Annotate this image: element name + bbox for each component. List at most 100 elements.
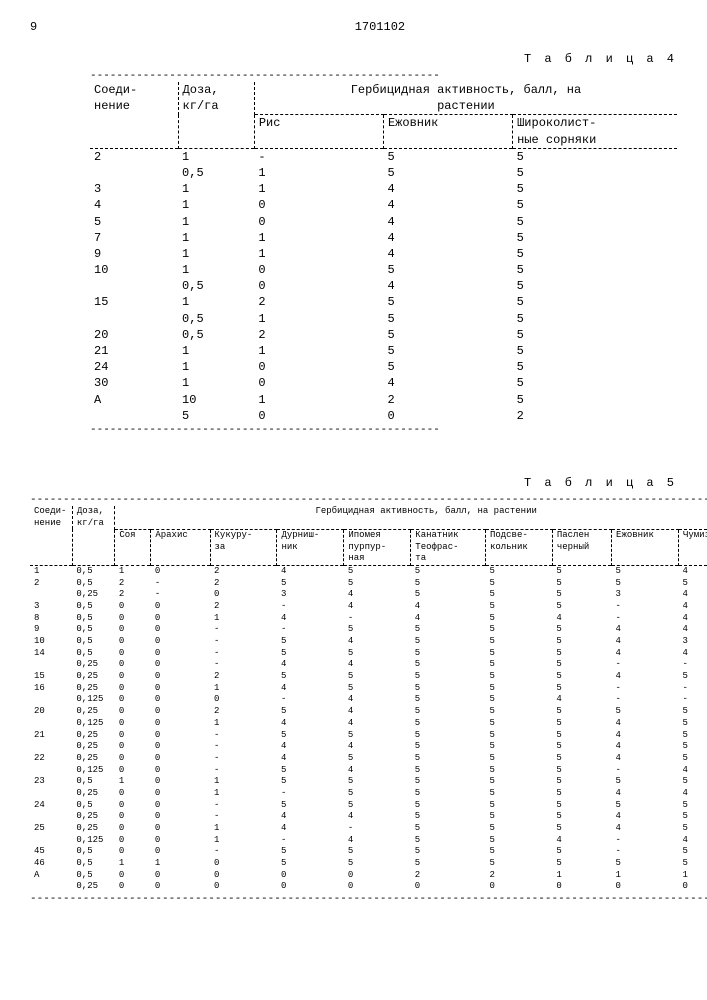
cell: 5 bbox=[344, 753, 411, 765]
cell: 1 bbox=[612, 870, 679, 882]
cell: 21 bbox=[30, 730, 72, 742]
cell: 8 bbox=[30, 613, 72, 625]
cell: 1 bbox=[178, 246, 254, 262]
cell: 5 bbox=[552, 648, 611, 660]
cell: 5 bbox=[485, 835, 552, 847]
cell: 4 bbox=[277, 613, 344, 625]
cell: 4 bbox=[344, 741, 411, 753]
cell: 4 bbox=[383, 197, 512, 213]
cell: 0,25 bbox=[72, 823, 114, 835]
cell: 5 bbox=[485, 578, 552, 590]
cell: 1 bbox=[254, 165, 383, 181]
cell: 5 bbox=[485, 671, 552, 683]
cell: 5 bbox=[485, 753, 552, 765]
cell: 0,5 bbox=[72, 636, 114, 648]
cell: 0 bbox=[151, 565, 210, 577]
cell: 5 bbox=[552, 741, 611, 753]
col-header: Арахис bbox=[151, 529, 210, 565]
cell: 0 bbox=[151, 765, 210, 777]
cell: 5 bbox=[411, 846, 486, 858]
cell: 0 bbox=[552, 881, 611, 893]
cell: 30 bbox=[90, 375, 178, 391]
cell: 5 bbox=[411, 765, 486, 777]
cell: 0,5 bbox=[72, 870, 114, 882]
cell: 4 bbox=[277, 718, 344, 730]
cell: 5 bbox=[411, 683, 486, 695]
cell: 0 bbox=[115, 788, 151, 800]
cell: 5 bbox=[344, 776, 411, 788]
cell: 5 bbox=[411, 788, 486, 800]
cell: 5 bbox=[485, 694, 552, 706]
cell: 0 bbox=[612, 881, 679, 893]
cell: 5 bbox=[277, 846, 344, 858]
cell: 0 bbox=[115, 846, 151, 858]
cell: 14 bbox=[30, 648, 72, 660]
cell: 5 bbox=[344, 578, 411, 590]
col-compound: Соеди-нение bbox=[90, 82, 178, 115]
cell: 5 bbox=[383, 343, 512, 359]
cell: 2 bbox=[383, 392, 512, 408]
cell: 5 bbox=[383, 148, 512, 165]
cell: 5 bbox=[485, 706, 552, 718]
cell: 4 bbox=[411, 601, 486, 613]
cell: 5 bbox=[411, 589, 486, 601]
cell: 1 bbox=[552, 870, 611, 882]
cell: 3 bbox=[90, 181, 178, 197]
cell: 3 bbox=[678, 636, 707, 648]
cell: 20 bbox=[90, 327, 178, 343]
cell: 5 bbox=[552, 706, 611, 718]
cell: 5 bbox=[678, 706, 707, 718]
cell: 0 bbox=[411, 881, 486, 893]
cell: 4 bbox=[277, 823, 344, 835]
table4-title: Т а б л и ц а 4 bbox=[90, 52, 677, 66]
cell: 4 bbox=[612, 648, 679, 660]
cell: 0 bbox=[151, 636, 210, 648]
cell: 1 bbox=[178, 294, 254, 310]
cell: 0 bbox=[151, 706, 210, 718]
table5: Соеди-нение Доза,кг/га Гербицидная актив… bbox=[30, 506, 707, 893]
cell: 0 bbox=[344, 881, 411, 893]
cell: 0 bbox=[115, 671, 151, 683]
cell bbox=[30, 718, 72, 730]
cell: 0 bbox=[115, 718, 151, 730]
cell: 10 bbox=[90, 262, 178, 278]
cell: 0,25 bbox=[72, 683, 114, 695]
cell: - bbox=[612, 835, 679, 847]
cell bbox=[30, 589, 72, 601]
cell: 5 bbox=[383, 311, 512, 327]
cell: 0 bbox=[115, 706, 151, 718]
cell: 5 bbox=[678, 800, 707, 812]
cell: 5 bbox=[411, 800, 486, 812]
cell: 0,5 bbox=[178, 165, 254, 181]
cell: 0,5 bbox=[72, 858, 114, 870]
cell: 0 bbox=[210, 858, 277, 870]
cell: 0,125 bbox=[72, 765, 114, 777]
cell: 9 bbox=[30, 624, 72, 636]
cell: 0,125 bbox=[72, 694, 114, 706]
cell: 0,25 bbox=[72, 706, 114, 718]
cell: 46 bbox=[30, 858, 72, 870]
cell: 5 bbox=[383, 262, 512, 278]
cell: 5 bbox=[344, 800, 411, 812]
cell: 5 bbox=[411, 858, 486, 870]
cell: 24 bbox=[30, 800, 72, 812]
cell: 5 bbox=[411, 718, 486, 730]
cell: - bbox=[210, 648, 277, 660]
cell: 1 bbox=[254, 311, 383, 327]
cell: 0,125 bbox=[72, 718, 114, 730]
cell: 4 bbox=[344, 589, 411, 601]
cell: 5 bbox=[552, 823, 611, 835]
cell: 5 bbox=[552, 753, 611, 765]
cell: 5 bbox=[513, 148, 677, 165]
cell: 1 bbox=[254, 343, 383, 359]
cell: 0,5 bbox=[178, 278, 254, 294]
cell: 0 bbox=[210, 881, 277, 893]
cell: 5 bbox=[383, 327, 512, 343]
cell: 2 bbox=[485, 870, 552, 882]
cell: 0,5 bbox=[72, 624, 114, 636]
cell bbox=[30, 694, 72, 706]
cell: - bbox=[277, 788, 344, 800]
cell: 5 bbox=[552, 636, 611, 648]
cell: 5 bbox=[678, 858, 707, 870]
cell: 5 bbox=[411, 578, 486, 590]
